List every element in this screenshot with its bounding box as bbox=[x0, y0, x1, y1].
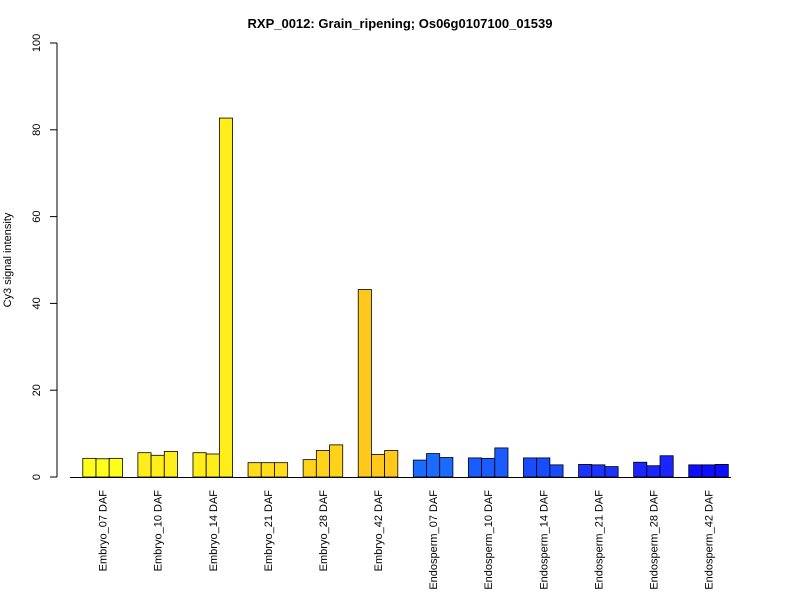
bar bbox=[82, 457, 97, 478]
y-tick-label: 80 bbox=[31, 124, 43, 136]
bar bbox=[426, 453, 441, 478]
bar bbox=[247, 462, 262, 478]
bar bbox=[536, 457, 551, 478]
x-category-label: Endosperm_07 DAF bbox=[428, 490, 440, 590]
bar bbox=[260, 462, 275, 478]
bar bbox=[137, 452, 152, 478]
bar bbox=[108, 457, 123, 478]
bar bbox=[591, 464, 606, 478]
bar bbox=[481, 457, 496, 478]
y-axis-label: Cy3 signal intensity bbox=[2, 212, 14, 307]
x-category-label: Embryo_21 DAF bbox=[263, 490, 275, 572]
y-tick-label: 100 bbox=[31, 34, 43, 52]
y-tick-label: 20 bbox=[31, 384, 43, 396]
bar bbox=[549, 464, 564, 478]
bar bbox=[315, 450, 330, 478]
bar bbox=[205, 453, 220, 478]
bar bbox=[384, 450, 399, 478]
bar bbox=[218, 117, 233, 478]
bars bbox=[82, 117, 729, 478]
bar bbox=[633, 461, 648, 478]
x-axis-labels: Embryo_07 DAF Embryo_10 DAF Embryo_14 DAF E… bbox=[98, 490, 716, 590]
bar bbox=[714, 464, 729, 478]
x-category-label: Embryo_28 DAF bbox=[318, 490, 330, 572]
x-category-label: Embryo_07 DAF bbox=[98, 490, 110, 572]
y-tick-label: 60 bbox=[31, 210, 43, 222]
bar bbox=[494, 447, 509, 478]
x-category-label: Embryo_10 DAF bbox=[153, 490, 165, 572]
bar bbox=[701, 464, 716, 478]
bar bbox=[604, 466, 619, 478]
y-axis: 0 20 40 60 80 100 bbox=[31, 34, 58, 480]
bar bbox=[578, 464, 593, 478]
bar bbox=[439, 457, 454, 478]
bar bbox=[467, 457, 482, 478]
x-category-label: Endosperm_42 DAF bbox=[704, 490, 716, 590]
x-category-label: Embryo_14 DAF bbox=[208, 490, 220, 572]
x-category-label: Embryo_42 DAF bbox=[373, 490, 385, 572]
y-tick-label: 40 bbox=[31, 297, 43, 309]
bar bbox=[95, 458, 110, 478]
bar bbox=[192, 452, 207, 478]
chart-title: RXP_0012: Grain_ripening; Os06g0107100_0… bbox=[248, 16, 553, 31]
x-category-label: Endosperm_28 DAF bbox=[648, 490, 660, 590]
bar bbox=[371, 454, 386, 478]
bar bbox=[659, 455, 674, 478]
bar bbox=[523, 457, 538, 478]
bar bbox=[329, 444, 344, 478]
bar bbox=[163, 450, 178, 478]
bar bbox=[302, 459, 317, 478]
bar bbox=[274, 462, 289, 478]
bar bbox=[646, 465, 661, 478]
y-tick-label: 0 bbox=[31, 474, 43, 480]
x-category-label: Endosperm_10 DAF bbox=[483, 490, 495, 590]
bar bbox=[412, 459, 427, 478]
bar bbox=[150, 454, 165, 478]
bar bbox=[688, 464, 703, 478]
bar bbox=[357, 289, 372, 478]
x-category-label: Endosperm_21 DAF bbox=[593, 490, 605, 590]
x-category-label: Endosperm_14 DAF bbox=[538, 490, 550, 590]
